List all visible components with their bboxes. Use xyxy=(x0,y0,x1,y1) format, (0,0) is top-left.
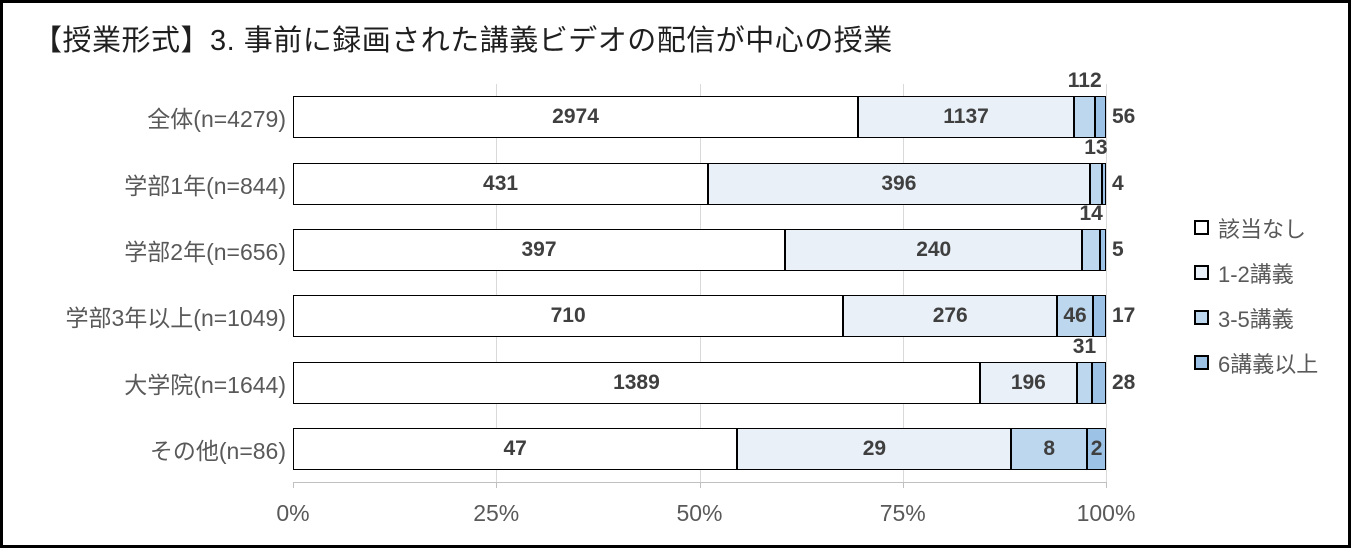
data-label: 14 xyxy=(1079,201,1103,225)
data-label: 1389 xyxy=(613,370,660,394)
bar-segment xyxy=(1074,96,1096,139)
data-label: 112 xyxy=(1067,69,1102,93)
bar-segment xyxy=(979,361,1077,404)
legend-label: 6講義以上 xyxy=(1218,351,1319,377)
data-label: 29 xyxy=(862,436,887,460)
bar-segment xyxy=(293,427,738,470)
x-axis-tick xyxy=(902,482,904,488)
x-axis-label: 50% xyxy=(676,500,723,526)
data-label: 1137 xyxy=(943,105,989,129)
category-label: その他(n=86) xyxy=(149,437,286,464)
bar-segment xyxy=(1087,427,1106,470)
x-axis-label: 100% xyxy=(1076,500,1136,526)
legend-label: 該当なし xyxy=(1218,216,1307,242)
category-label: 学部1年(n=844) xyxy=(124,172,286,199)
data-label: 2 xyxy=(1090,436,1103,460)
bar-segment xyxy=(293,96,859,139)
data-label: 47 xyxy=(503,436,527,460)
category-label: 学部3年以上(n=1049) xyxy=(65,305,287,332)
legend-swatch-icon xyxy=(1194,355,1209,370)
x-axis-tick xyxy=(496,482,498,488)
bar-segment xyxy=(293,361,980,404)
legend-swatch-icon xyxy=(1194,220,1209,235)
legend: 該当なし 1-2講義 3-5講義 6講義以上 xyxy=(1194,205,1318,385)
bar-segment xyxy=(1057,295,1093,338)
data-label: 240 xyxy=(916,237,952,261)
data-label: 396 xyxy=(881,171,917,195)
gridline xyxy=(1106,84,1107,482)
data-label: 46 xyxy=(1063,304,1087,328)
x-axis-tick xyxy=(293,482,294,488)
data-label: 431 xyxy=(483,171,519,195)
chart-title: 【授業形式】3. 事前に録画された講義ビデオの配信が中心の授業 xyxy=(33,25,893,57)
bar-segment xyxy=(737,427,1012,470)
category-label: 大学院(n=1644) xyxy=(124,371,286,398)
data-label: 4 xyxy=(1112,171,1124,195)
data-label: 28 xyxy=(1112,370,1136,394)
bar-segment xyxy=(708,162,1090,205)
bar-segment xyxy=(293,295,844,338)
bar-segment xyxy=(293,228,785,271)
x-axis-tick xyxy=(1106,482,1107,488)
data-label: 2974 xyxy=(552,105,599,129)
legend-item: 1-2講義 xyxy=(1194,250,1318,295)
data-label: 397 xyxy=(521,237,557,261)
bar-segment xyxy=(1092,361,1106,404)
bar-segment xyxy=(785,228,1083,271)
category-label: 学部2年(n=656) xyxy=(124,238,286,265)
gridline xyxy=(496,84,498,482)
legend-item: 3-5講義 xyxy=(1194,295,1318,340)
bar-segment xyxy=(1092,295,1106,338)
legend-swatch-icon xyxy=(1194,265,1209,280)
data-label: 13 xyxy=(1084,135,1108,159)
bar-segment xyxy=(293,162,709,205)
data-label: 5 xyxy=(1112,237,1124,261)
bar-segment xyxy=(1011,427,1088,470)
data-label: 31 xyxy=(1072,334,1097,358)
legend-label: 1-2講義 xyxy=(1218,261,1294,287)
legend-item: 6講義以上 xyxy=(1194,340,1318,385)
category-label: 全体(n=4279) xyxy=(147,106,286,133)
bar-segment xyxy=(1095,96,1106,139)
data-label: 8 xyxy=(1043,436,1056,460)
data-label: 56 xyxy=(1112,105,1136,129)
data-label: 196 xyxy=(1010,370,1046,394)
legend-item: 該当なし xyxy=(1194,205,1318,250)
bar-segment xyxy=(843,295,1058,338)
x-axis-tick xyxy=(699,482,701,488)
bar-segment xyxy=(1099,228,1106,271)
x-axis-label: 25% xyxy=(473,500,520,526)
bar-segment xyxy=(1082,228,1100,271)
legend-label: 3-5講義 xyxy=(1218,306,1294,332)
x-axis-label: 75% xyxy=(879,500,926,526)
legend-swatch-icon xyxy=(1194,310,1209,325)
data-label: 17 xyxy=(1112,304,1136,328)
data-label: 276 xyxy=(932,304,968,328)
x-axis-label: 0% xyxy=(276,500,310,526)
data-label: 710 xyxy=(550,304,586,328)
bar-segment xyxy=(1102,162,1106,205)
gridline xyxy=(699,84,701,482)
bar-segment xyxy=(1089,162,1103,205)
gridline xyxy=(902,84,904,482)
bar-segment xyxy=(858,96,1075,139)
bar-segment xyxy=(1076,361,1093,404)
